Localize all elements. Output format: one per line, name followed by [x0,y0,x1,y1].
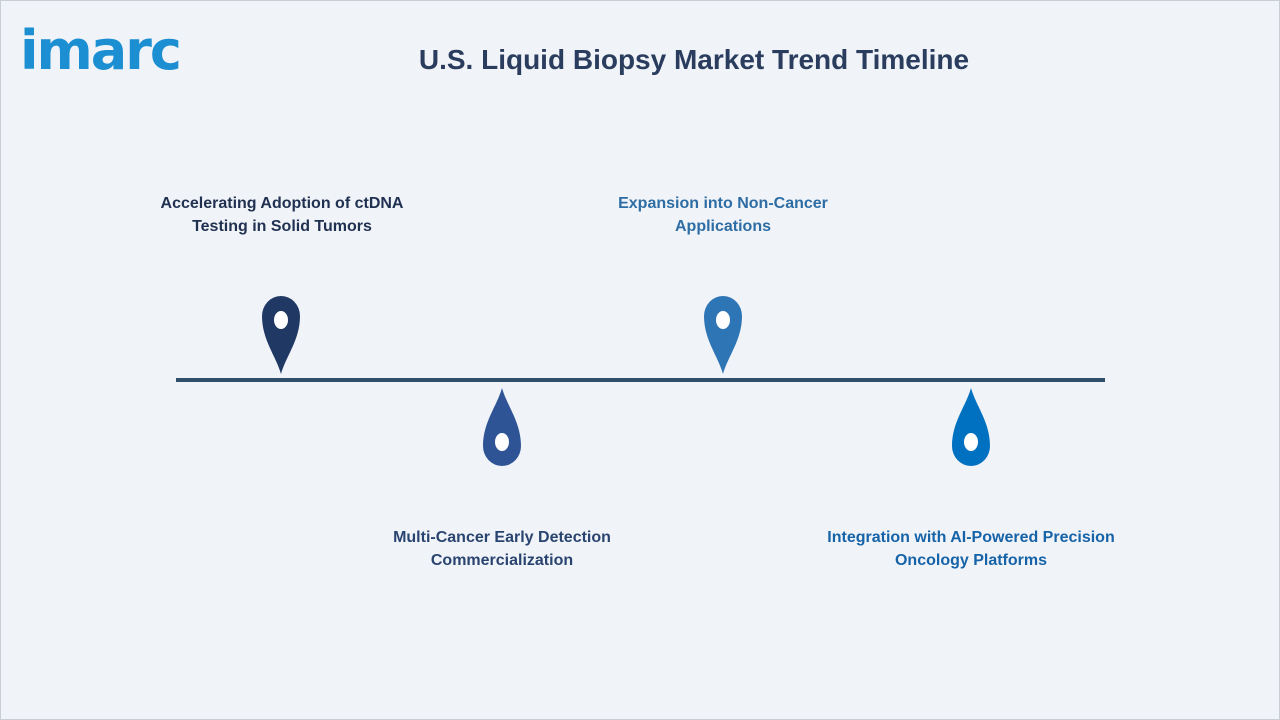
timeline-line [176,378,1105,382]
drop-pin-icon [952,388,990,466]
milestone-label-1: Accelerating Adoption of ctDNA Testing i… [160,195,404,235]
imarc-logo: imarc [20,16,202,82]
map-pin-icon [704,296,742,374]
page-title: U.S. Liquid Biopsy Market Trend Timeline [418,44,970,75]
drop-pin-icon [483,388,521,466]
logo-text: imarc [20,19,182,82]
milestone-label-4: Integration with AI-Powered Precision On… [827,529,1115,569]
milestone-label-3: Expansion into Non-Cancer Applications [618,195,828,235]
milestone-label-2: Multi-Cancer Early Detection Commerciali… [393,529,611,569]
map-pin-icon [262,296,300,374]
